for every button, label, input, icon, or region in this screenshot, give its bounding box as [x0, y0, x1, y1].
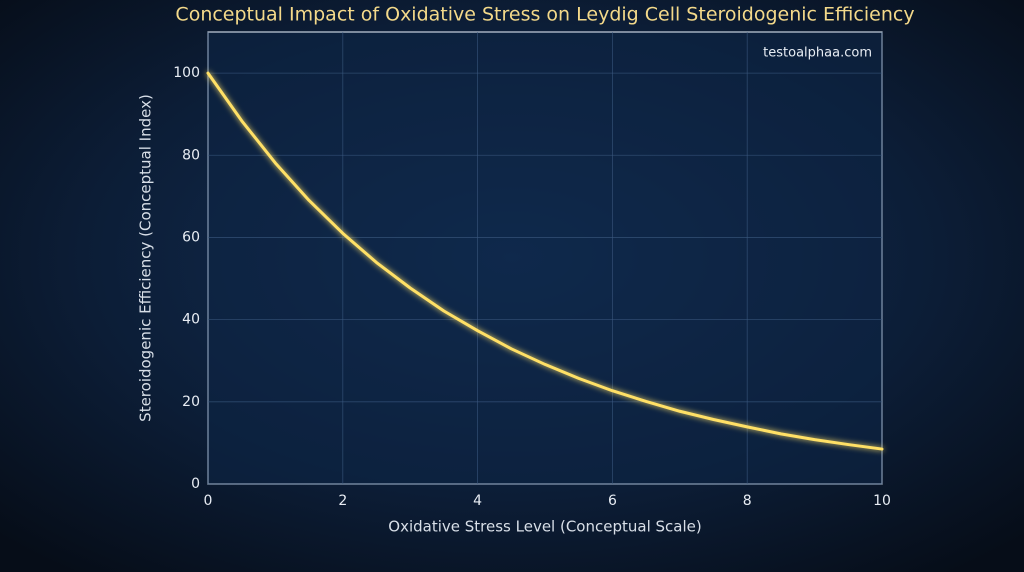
x-axis-label: Oxidative Stress Level (Conceptual Scale…: [388, 518, 701, 536]
chart-title: Conceptual Impact of Oxidative Stress on…: [175, 4, 914, 26]
x-tick-label: 10: [873, 493, 891, 509]
plot-area: [207, 31, 883, 485]
y-tick-label: 0: [191, 476, 200, 492]
x-tick-label: 8: [743, 493, 752, 509]
line-series: [206, 71, 884, 451]
watermark: testoalphaa.com: [763, 46, 872, 61]
x-tick-label: 2: [338, 493, 347, 509]
x-tick-label: 4: [473, 493, 482, 509]
x-tick-label: 6: [608, 493, 617, 509]
y-tick-label: 20: [182, 394, 200, 410]
y-tick-label: 40: [182, 312, 200, 328]
y-tick-label: 60: [182, 229, 200, 245]
x-tick-label: 0: [204, 493, 213, 509]
y-tick-label: 100: [173, 65, 200, 81]
y-axis-label: Steroidogenic Efficiency (Conceptual Ind…: [137, 94, 155, 422]
y-tick-label: 80: [182, 147, 200, 163]
